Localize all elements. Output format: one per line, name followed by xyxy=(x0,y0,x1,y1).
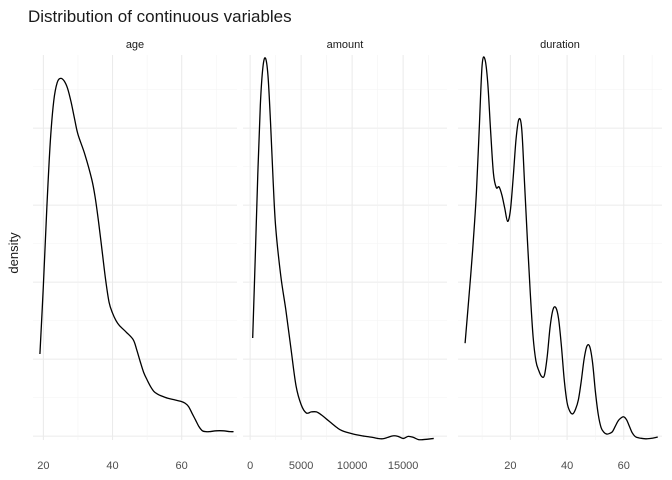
facet-strip-label: age xyxy=(126,39,144,51)
x-tick-label: 20 xyxy=(37,460,49,472)
density-line-amount xyxy=(252,57,434,441)
x-tick-label: 60 xyxy=(176,460,188,472)
x-tick-label: 60 xyxy=(618,460,630,472)
x-tick-label: 10000 xyxy=(337,460,368,472)
facet-panel-age: 20 40 60 age xyxy=(33,39,237,472)
x-tick-label: 40 xyxy=(561,460,573,472)
x-tick-label: 15000 xyxy=(388,460,419,472)
y-axis-label: density xyxy=(6,232,21,274)
density-line-duration xyxy=(464,56,658,440)
facet-panel-amount: 0 5000 10000 15000 amount xyxy=(243,39,447,472)
x-tick-label: 20 xyxy=(504,460,516,472)
facet-strip-label: duration xyxy=(540,39,580,51)
x-tick-label: 40 xyxy=(106,460,118,472)
x-tick-label: 5000 xyxy=(289,460,313,472)
density-line-age xyxy=(39,77,234,433)
x-tick-label: 0 xyxy=(247,460,253,472)
chart-title: Distribution of continuous variables xyxy=(28,7,292,26)
facet-panels: 20 40 60 age 0 5000 10000 15000 amount 20 40 60 dura… xyxy=(33,39,662,472)
facet-panel-duration: 20 40 60 duration xyxy=(458,39,662,472)
facet-strip-label: amount xyxy=(327,39,364,51)
